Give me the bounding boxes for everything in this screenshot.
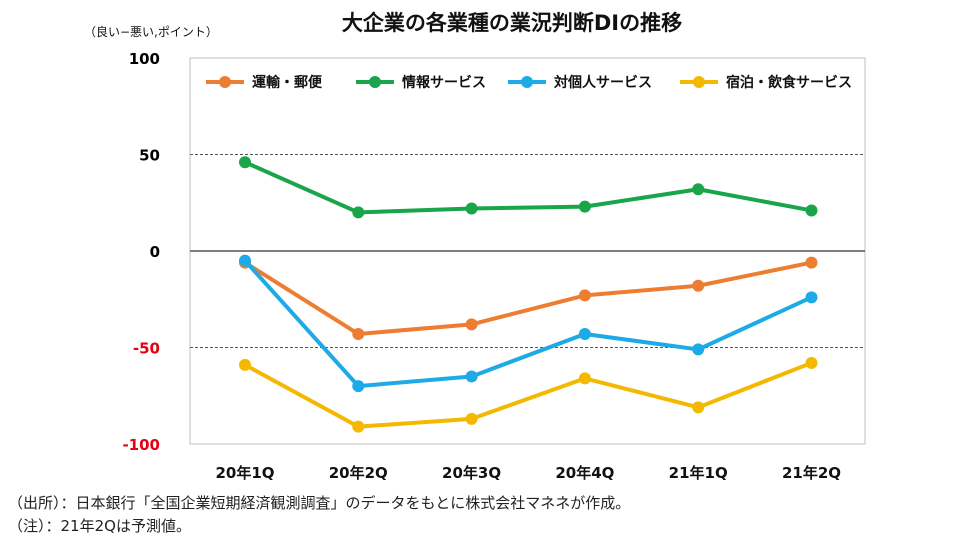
series-line [243,259,813,389]
x-tick-label: 20年2Q [329,464,388,482]
series-3 [239,356,818,433]
data-point [805,256,818,269]
series-line [243,260,812,336]
legend-label: 運輸・郵便 [252,74,323,91]
data-point [465,370,478,383]
legend-swatch-marker [219,76,231,88]
source-note: （出所）：日本銀行「全国企業短期経済観測調査」のデータをもとに株式会社マネネが作… [8,494,631,512]
legend-label: 情報サービス [402,74,486,91]
data-point [578,372,591,385]
data-point [352,420,365,433]
legend-label: 対個人サービス [553,74,652,91]
data-point [578,200,591,213]
series-line [244,361,813,429]
data-point [692,343,705,356]
x-tick-label: 20年1Q [215,464,274,482]
line-chart: 大企業の各業種の業況判断DIの推移 （良い−悪い,ポイント） 100 50 0 -50… [84,11,866,482]
y-tick-label: 50 [139,147,160,165]
y-tick-label: 0 [150,243,160,261]
series-1 [239,156,818,219]
y-axis-unit-label: （良い−悪い,ポイント） [84,24,218,39]
data-point [352,380,365,393]
data-point [465,318,478,331]
y-tick-label: 100 [129,50,160,68]
data-point [352,327,365,340]
y-axis-ticks: 100 50 0 -50 -100 [122,50,160,454]
x-tick-label: 21年1Q [669,464,728,482]
legend-swatch-marker [521,76,533,88]
legend-swatch-marker [693,76,705,88]
data-point [692,183,705,196]
data-point [465,412,478,425]
data-point [805,291,818,304]
chart-title: 大企業の各業種の業況判断DIの推移 [342,11,682,35]
y-tick-label: -50 [133,340,160,358]
y-tick-label: -100 [122,436,160,454]
series-line [244,160,812,215]
data-point [465,202,478,215]
gridlines [190,154,865,348]
x-tick-label: 20年3Q [442,464,501,482]
series-lines [239,156,818,433]
data-point [578,327,591,340]
data-point [578,289,591,302]
data-point [352,206,365,219]
data-point [805,356,818,369]
data-point [692,401,705,414]
legend-swatch-marker [369,76,381,88]
data-point [692,279,705,292]
data-point [239,254,251,267]
legend-label: 宿泊・飲食サービス [726,74,852,91]
data-point [239,358,251,371]
data-point [805,204,818,217]
x-axis-ticks: 20年1Q 20年2Q 20年3Q 20年4Q 21年1Q 21年2Q [215,464,841,482]
legend: 運輸・郵便 情報サービス 対個人サービス 宿泊・飲食サービス [206,74,852,91]
forecast-note: （注）：21年2Qは予測値。 [8,517,191,535]
data-point [239,156,251,169]
series-0 [239,256,818,340]
x-tick-label: 21年2Q [782,464,841,482]
series-2 [239,254,818,393]
x-tick-label: 20年4Q [555,464,614,482]
